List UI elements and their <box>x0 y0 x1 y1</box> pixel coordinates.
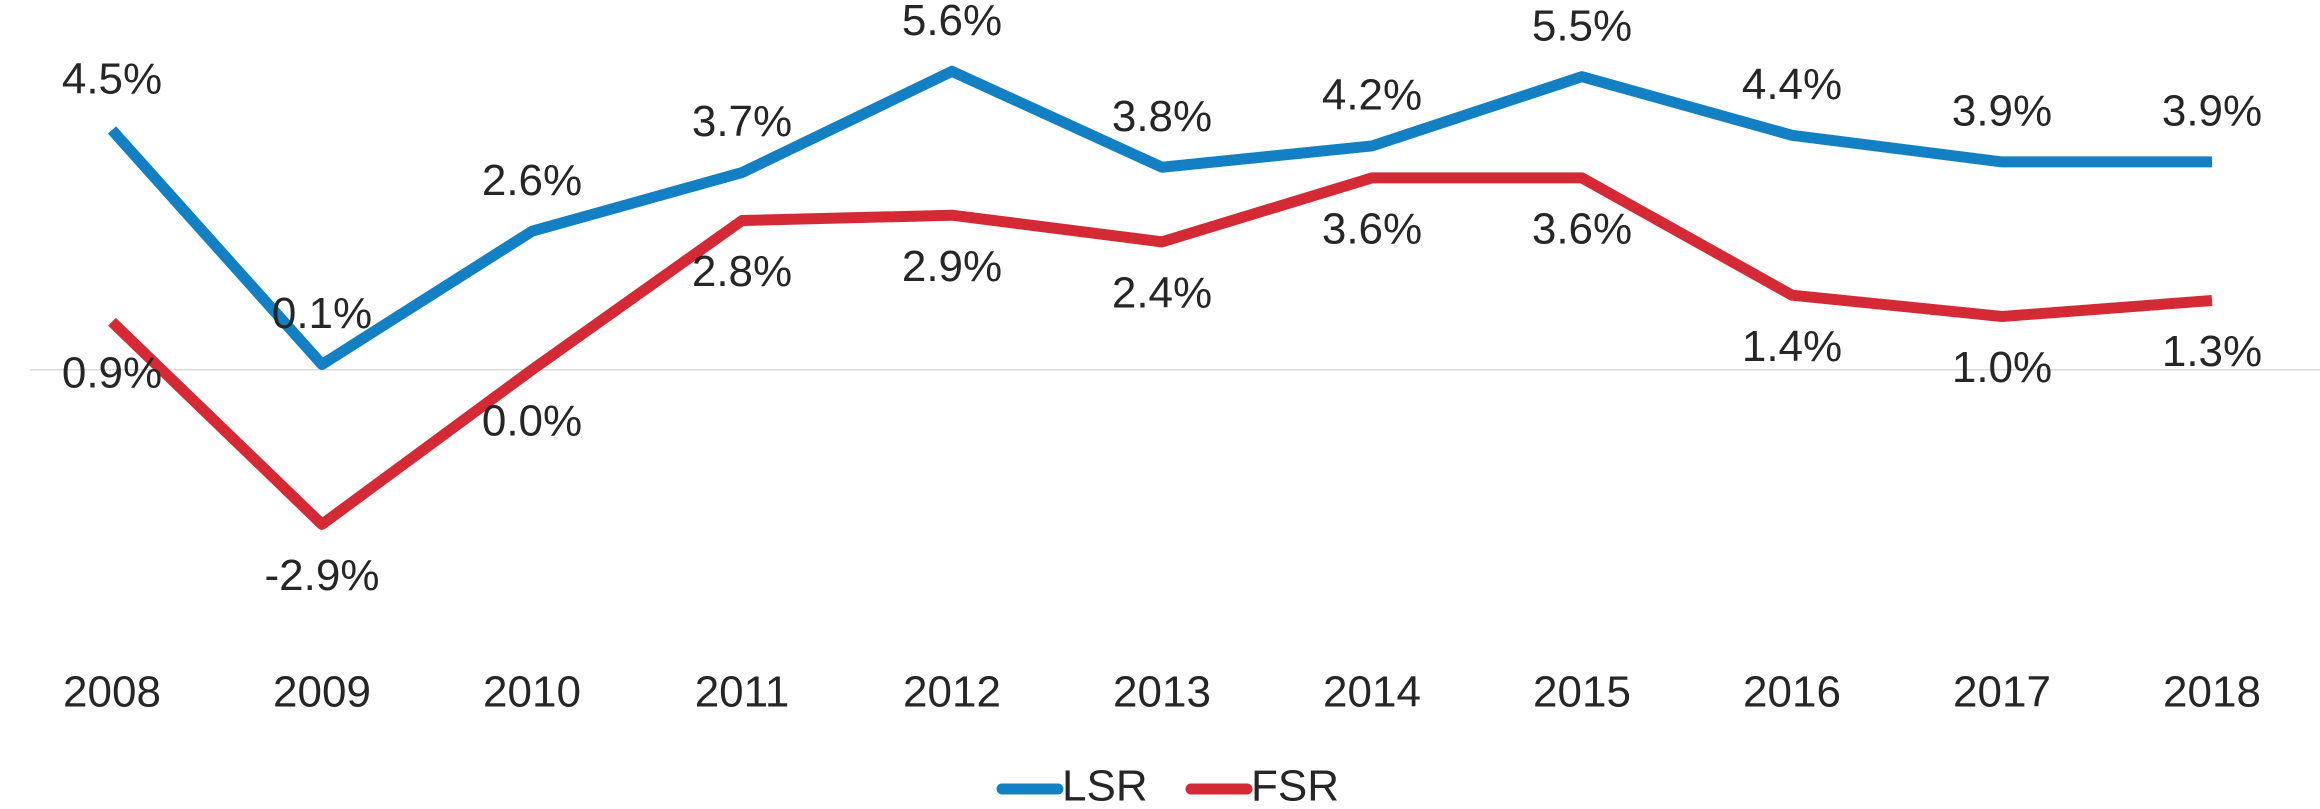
data-label: 3.7% <box>692 97 792 146</box>
series-line <box>107 65 2212 370</box>
x-tick-label: 2014 <box>1323 668 1421 717</box>
data-label: 3.6% <box>1322 205 1422 254</box>
data-label: 0.9% <box>62 348 162 397</box>
x-tick-label: 2018 <box>2163 668 2261 717</box>
series-line <box>108 172 2213 530</box>
data-label: -2.9% <box>265 551 380 600</box>
data-label: 2.9% <box>902 242 1002 291</box>
x-tick-label: 2012 <box>903 668 1001 717</box>
x-tick-label: 2016 <box>1743 668 1841 717</box>
data-label: 1.0% <box>1952 343 2052 392</box>
data-label: 3.8% <box>1112 92 1212 141</box>
data-label: 3.6% <box>1532 205 1632 254</box>
x-tick-label: 2009 <box>273 668 371 717</box>
data-label: 1.4% <box>1742 322 1842 371</box>
x-tick-label: 2008 <box>63 668 161 717</box>
data-label: 2.8% <box>692 247 792 296</box>
data-label: 4.2% <box>1322 71 1422 120</box>
x-tick-label: 2010 <box>483 668 581 717</box>
data-label: 3.9% <box>1952 87 2052 136</box>
data-label: 2.4% <box>1112 269 1212 318</box>
data-label: 0.1% <box>272 289 372 338</box>
legend-label: FSR <box>1251 762 1339 809</box>
data-label: 5.6% <box>902 0 1002 45</box>
x-tick-label: 2015 <box>1533 668 1631 717</box>
data-label: 4.4% <box>1742 60 1842 109</box>
legend-label: LSR <box>1062 762 1148 809</box>
x-tick-label: 2013 <box>1113 668 1211 717</box>
data-label: 2.6% <box>482 156 582 205</box>
data-label: 3.9% <box>2162 87 2262 136</box>
x-tick-label: 2017 <box>1953 668 2051 717</box>
data-label: 4.5% <box>62 55 162 104</box>
x-tick-label: 2011 <box>695 668 790 717</box>
data-label: 5.5% <box>1532 1 1632 50</box>
data-label: 0.0% <box>482 396 582 445</box>
data-label: 1.3% <box>2162 327 2262 376</box>
